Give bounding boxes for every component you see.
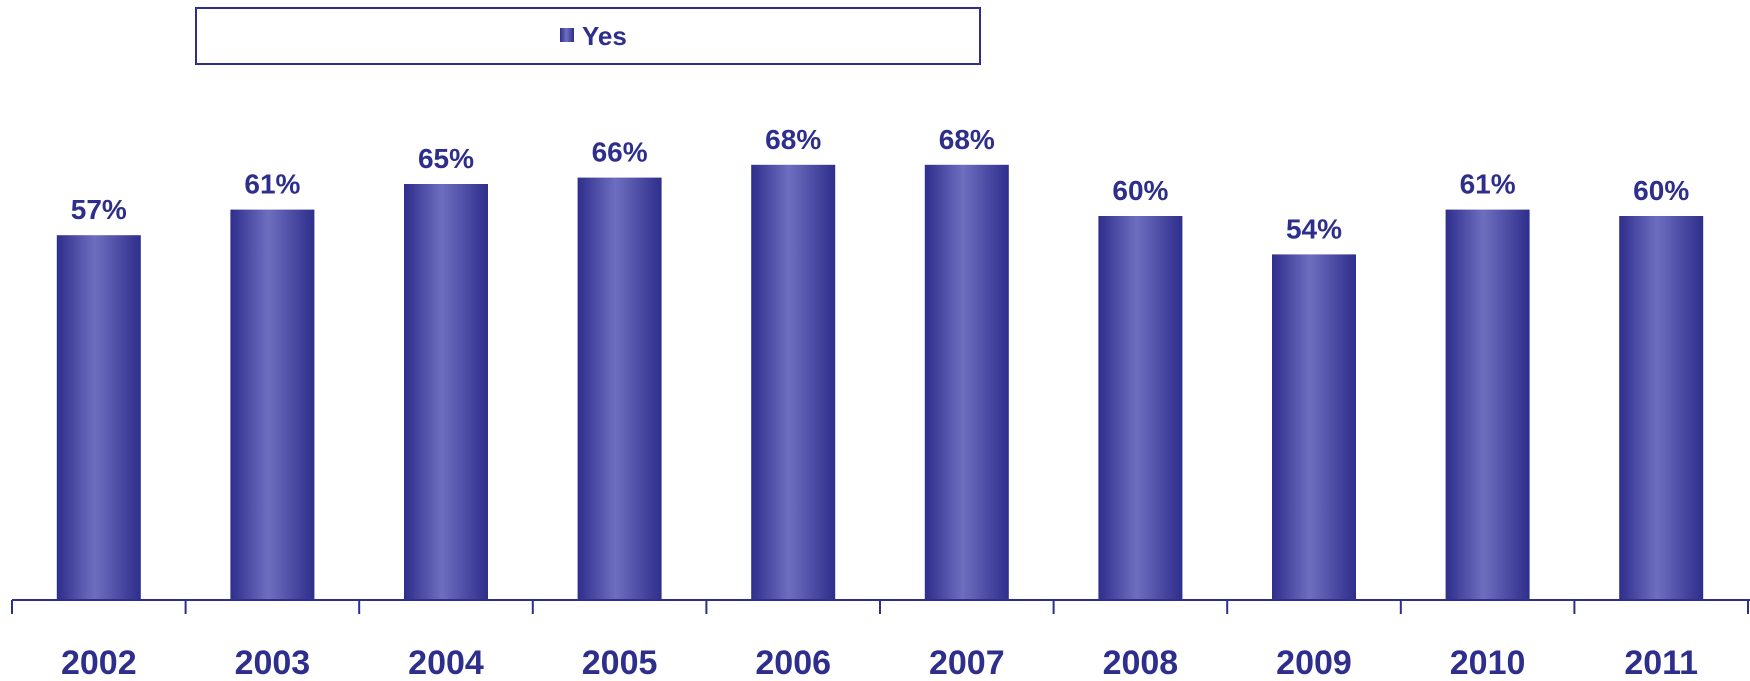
bar-2005 (577, 177, 662, 600)
data-label-2005: 66% (592, 137, 648, 168)
bar-2006 (751, 164, 836, 601)
bar-2004 (404, 184, 488, 600)
x-tick-label-2003: 2003 (235, 644, 311, 681)
data-label-2006: 68% (765, 124, 821, 155)
x-axis: 2002 2003 2004 2005 2006 2007 2008 2009 2010 2011 (11, 599, 1750, 681)
data-label-2011: 60% (1633, 175, 1689, 206)
bars-group (56, 164, 1704, 601)
x-tick-label-2006: 2006 (755, 644, 831, 681)
data-label-2009: 54% (1286, 213, 1342, 244)
x-axis-tick-labels: 2002 2003 2004 2005 2006 2007 2008 2009 2010 2011 (61, 644, 1698, 681)
legend-label: Yes (582, 21, 627, 51)
x-tick-label-2002: 2002 (61, 644, 137, 681)
bar-2011 (1619, 216, 1704, 600)
data-label-2003: 61% (244, 169, 300, 200)
x-tick-label-2010: 2010 (1450, 644, 1526, 681)
data-labels-group: 57% 61% 65% 66% 68% 68% 60% 54% 61% 60% (71, 124, 1690, 245)
bar-2007 (924, 164, 1009, 601)
x-tick-label-2007: 2007 (929, 644, 1005, 681)
bar-2009 (1272, 254, 1356, 600)
legend-swatch (560, 28, 574, 42)
x-tick-label-2009: 2009 (1276, 644, 1352, 681)
legend: Yes (195, 7, 981, 65)
bar-2008 (1098, 216, 1183, 600)
x-tick-label-2008: 2008 (1103, 644, 1179, 681)
bar-2010 (1445, 209, 1530, 600)
x-tick-label-2011: 2011 (1624, 644, 1698, 681)
x-tick-label-2005: 2005 (582, 644, 658, 681)
data-label-2010: 61% (1460, 169, 1516, 200)
x-axis-ticks (11, 600, 1749, 614)
bar-2003 (230, 209, 315, 600)
bar-2002 (56, 235, 141, 600)
data-label-2007: 68% (939, 124, 995, 155)
data-label-2008: 60% (1112, 175, 1168, 206)
data-label-2002: 57% (71, 194, 127, 225)
data-label-2004: 65% (418, 143, 474, 174)
legend-box (195, 7, 981, 65)
x-tick-label-2004: 2004 (408, 644, 484, 681)
